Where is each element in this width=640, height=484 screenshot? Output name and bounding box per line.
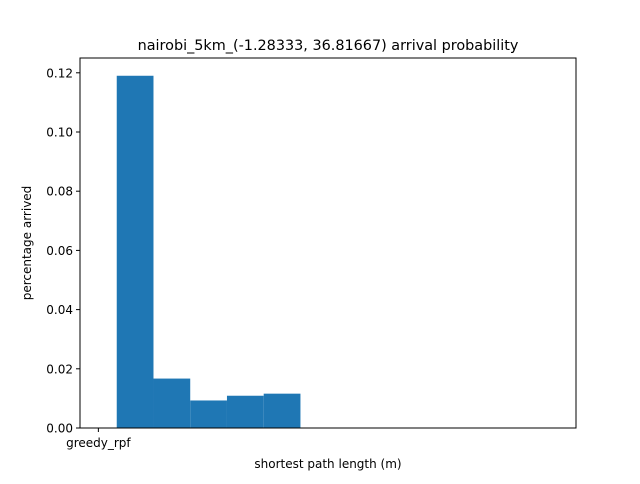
x-tick-label-0: greedy_rpf [66, 436, 131, 450]
x-axis-ticks: greedy_rpf [66, 428, 131, 450]
bars-layer [116, 75, 301, 428]
histogram-bar-1 [116, 75, 154, 428]
histogram-bar-4 [226, 395, 264, 428]
histogram-bar-5 [263, 393, 301, 428]
x-axis-label: shortest path length (m) [254, 457, 401, 471]
y-tick-label-5: 0.10 [46, 126, 73, 140]
y-tick-label-1: 0.02 [46, 362, 73, 376]
y-tick-label-0: 0.00 [46, 422, 73, 436]
y-tick-label-4: 0.08 [46, 185, 73, 199]
histogram-bar-3 [190, 400, 227, 428]
y-axis-label: percentage arrived [20, 186, 34, 301]
histogram-bar-2 [153, 378, 191, 428]
chart-title: nairobi_5km_(-1.28333, 36.81667) arrival… [138, 38, 519, 54]
y-tick-label-2: 0.04 [46, 303, 73, 317]
y-tick-label-3: 0.06 [46, 244, 73, 258]
y-axis-ticks: 0.00 0.02 0.04 0.06 0.08 0.10 0.12 [46, 66, 80, 436]
y-tick-label-6: 0.12 [46, 66, 73, 80]
plot-frame [79, 57, 577, 429]
